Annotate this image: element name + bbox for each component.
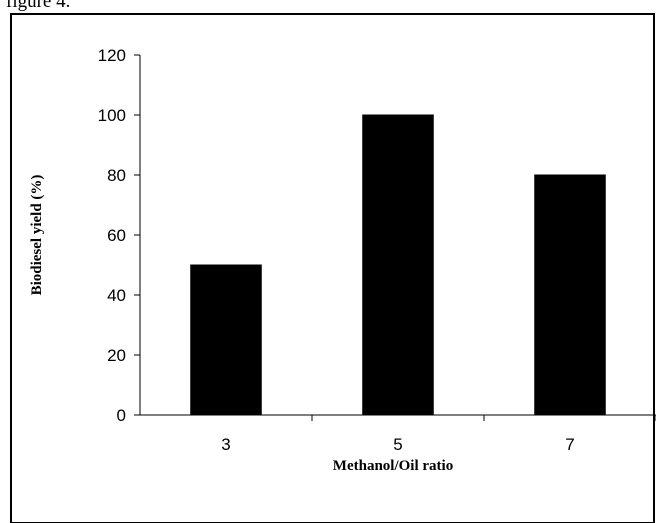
bar-7 <box>534 174 606 416</box>
x-axis-title: Methanol/Oil ratio <box>333 458 453 474</box>
figure-caption: figure 4. <box>6 0 71 12</box>
y-tick-label: 40 <box>107 286 126 305</box>
y-tick-label: 60 <box>107 226 126 245</box>
x-tick-label: 7 <box>565 435 574 454</box>
bars <box>190 114 606 416</box>
bar-5 <box>362 114 434 416</box>
x-tick-label: 3 <box>221 435 230 454</box>
bar-3 <box>190 264 262 416</box>
y-tick-label: 120 <box>98 46 126 65</box>
x-tick-label: 5 <box>393 435 402 454</box>
y-tick-label: 20 <box>107 346 126 365</box>
x-axis-ticks: 3 5 7 <box>221 415 656 454</box>
y-axis-ticks: 0 20 40 60 80 100 120 <box>98 46 140 425</box>
y-axis-title: Biodiesel yield (%) <box>29 175 45 296</box>
y-tick-label: 100 <box>98 106 126 125</box>
y-tick-label: 80 <box>107 166 126 185</box>
y-tick-label: 0 <box>117 406 126 425</box>
chart-frame <box>10 13 655 523</box>
